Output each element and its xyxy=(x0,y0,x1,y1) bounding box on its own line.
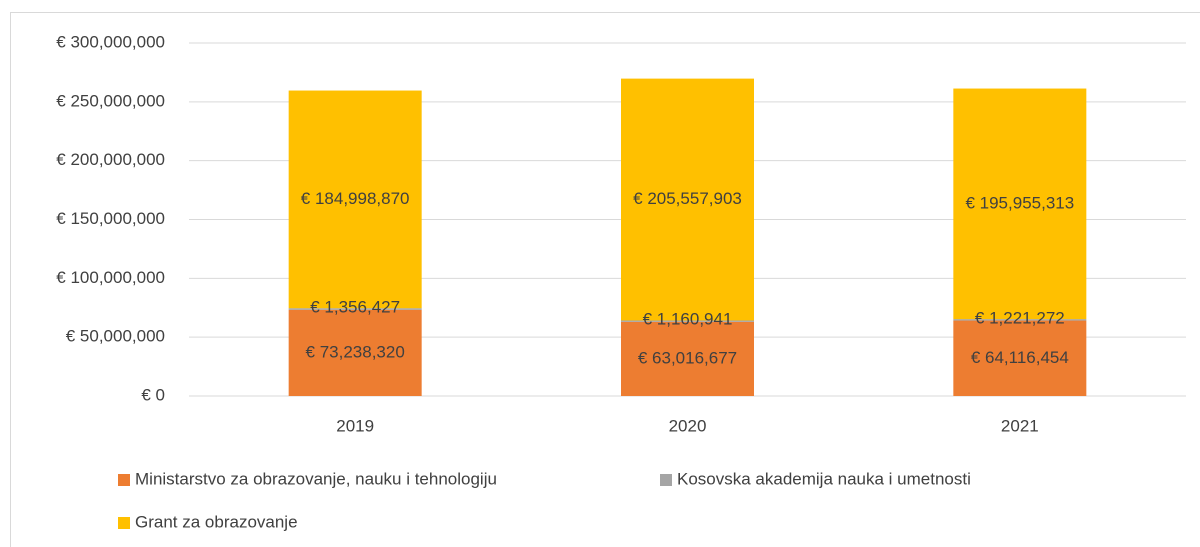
legend-swatch xyxy=(118,517,130,529)
bar-segment xyxy=(953,319,1087,321)
bar-segment xyxy=(621,321,754,396)
legend-swatch xyxy=(118,474,130,486)
y-tick-label: € 300,000,000 xyxy=(56,32,165,51)
bar-segment xyxy=(621,320,754,322)
y-tick-label: € 250,000,000 xyxy=(56,91,165,110)
x-tick-label: 2020 xyxy=(669,416,707,435)
bar-segment xyxy=(953,88,1087,320)
bar-segment xyxy=(288,308,422,310)
y-tick-label: € 150,000,000 xyxy=(56,209,165,228)
data-label: € 64,116,454 xyxy=(971,348,1069,367)
legend-label: Grant za obrazovanje xyxy=(135,512,298,531)
bar-segment xyxy=(621,78,754,321)
data-label: € 63,016,677 xyxy=(638,348,737,367)
data-label: € 184,998,870 xyxy=(301,189,410,208)
x-tick-label: 2021 xyxy=(1001,416,1039,435)
data-label: € 1,221,272 xyxy=(975,308,1065,327)
y-tick-label: € 50,000,000 xyxy=(66,327,165,346)
legend-swatch xyxy=(660,474,672,486)
y-tick-label: € 200,000,000 xyxy=(56,150,165,169)
data-label: € 195,955,313 xyxy=(965,193,1074,212)
legend-label: Kosovska akademija nauka i umetnosti xyxy=(677,469,971,488)
y-tick-label: € 0 xyxy=(141,385,165,404)
x-tick-label: 2019 xyxy=(336,416,374,435)
y-tick-label: € 100,000,000 xyxy=(56,268,165,287)
bar-segment xyxy=(288,90,422,309)
bar-segment xyxy=(953,320,1087,396)
data-label: € 73,238,320 xyxy=(306,342,405,361)
data-label: € 1,160,941 xyxy=(643,310,733,329)
legend-label: Ministarstvo za obrazovanje, nauku i teh… xyxy=(135,469,497,488)
data-label: € 1,356,427 xyxy=(310,298,400,317)
data-label: € 205,557,903 xyxy=(633,189,742,208)
bar-segment xyxy=(288,309,422,396)
